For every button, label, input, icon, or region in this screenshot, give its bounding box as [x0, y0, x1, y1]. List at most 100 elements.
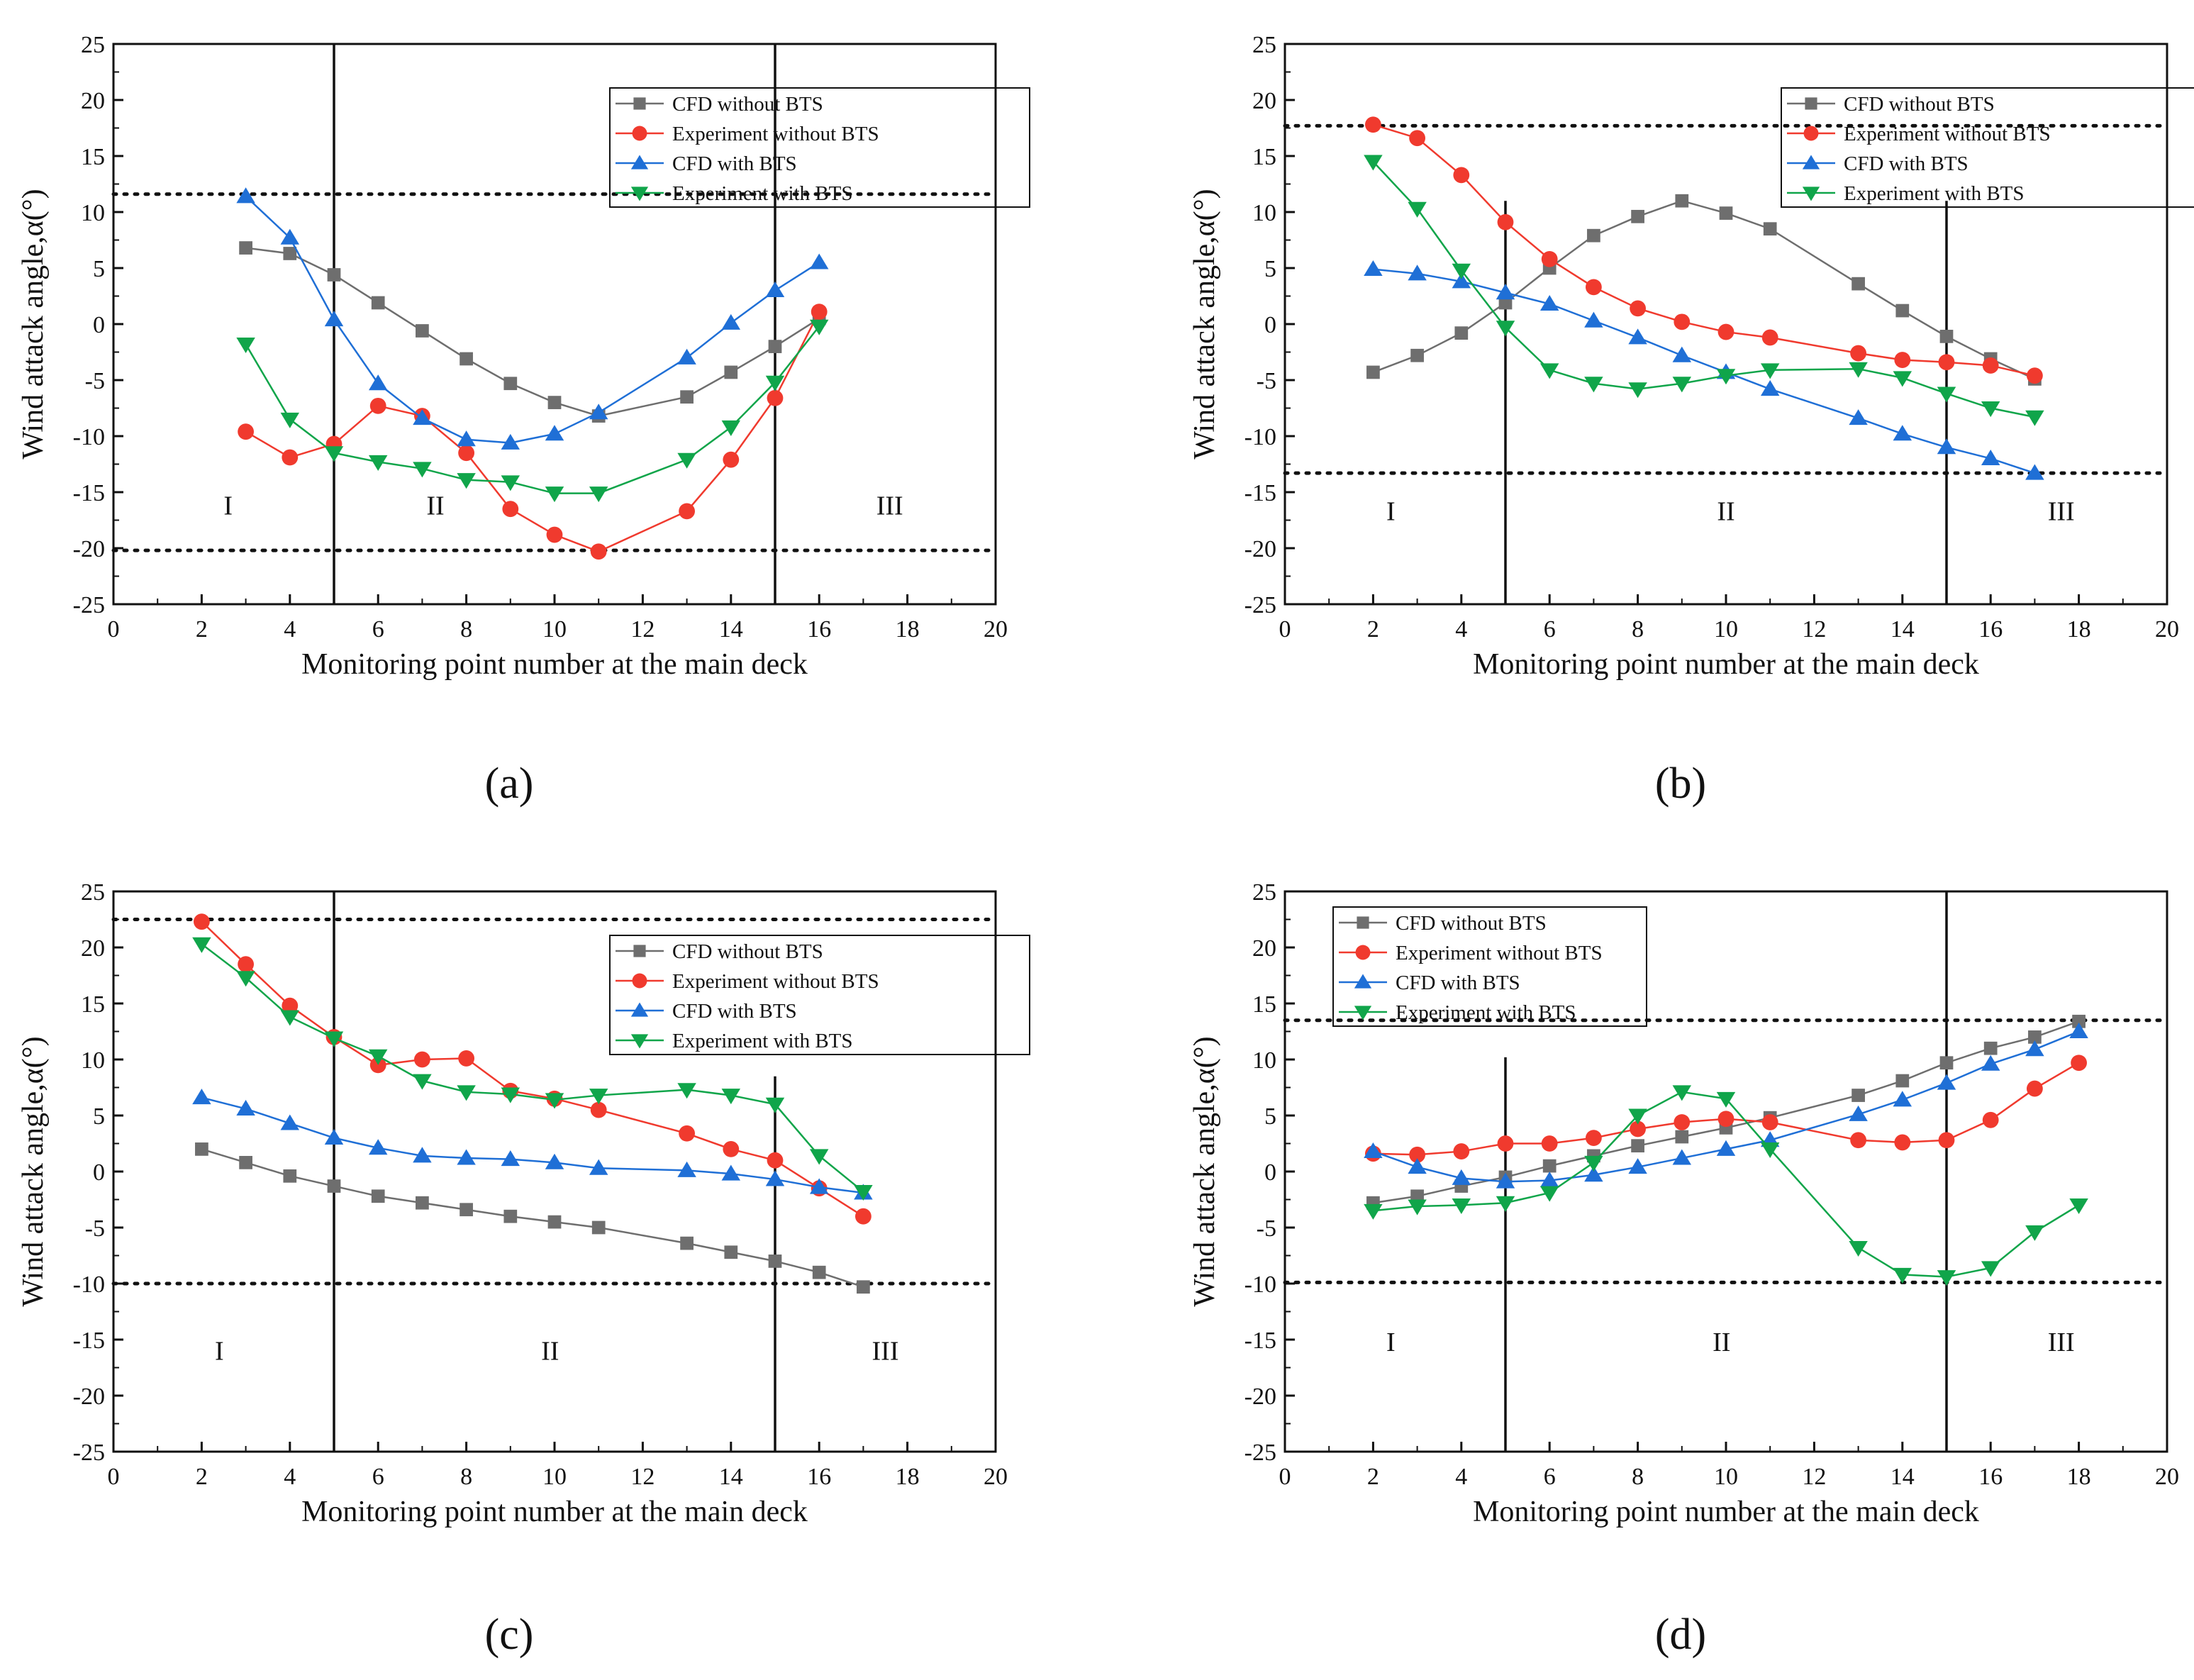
legend-label: CFD without BTS	[672, 940, 823, 963]
data-point	[1452, 1198, 1471, 1214]
data-point	[1851, 277, 1865, 291]
data-point	[809, 319, 829, 335]
data-point	[1496, 321, 1515, 337]
data-point	[855, 1208, 872, 1225]
legend-label: Experiment with BTS	[1396, 1001, 1576, 1024]
series-cfd-with	[236, 187, 829, 450]
y-tick-label: 5	[1264, 256, 1276, 282]
data-point	[1850, 345, 1867, 362]
data-point	[1674, 1114, 1691, 1130]
data-point	[457, 430, 476, 447]
data-point	[1586, 279, 1602, 296]
data-point	[677, 452, 696, 469]
data-point	[1453, 1143, 1470, 1159]
data-point	[723, 1141, 740, 1157]
series-exp-without	[1365, 116, 2043, 384]
x-tick-label: 20	[984, 616, 1008, 642]
y-tick-label: 25	[1252, 32, 1276, 58]
x-tick-label: 2	[196, 616, 208, 642]
data-point	[1539, 294, 1559, 311]
data-point	[1982, 357, 1999, 374]
data-point	[282, 449, 299, 466]
y-tick-label: 25	[81, 32, 105, 58]
data-point	[1760, 363, 1780, 379]
data-point	[1454, 326, 1469, 340]
data-point	[457, 1149, 476, 1165]
data-point	[280, 1114, 300, 1130]
data-point	[1453, 167, 1470, 184]
data-point	[324, 1129, 344, 1145]
legend: CFD without BTS Experiment without BTS CFD…	[1781, 87, 2194, 208]
data-point	[765, 282, 785, 298]
x-tick-label: 6	[372, 1464, 384, 1490]
data-point	[1937, 1270, 1956, 1286]
panel-label: (d)	[1655, 1611, 1706, 1659]
data-point	[1584, 1155, 1603, 1172]
data-point	[589, 1089, 608, 1105]
data-point	[767, 1152, 784, 1169]
data-point	[327, 268, 341, 282]
legend-box	[1332, 906, 1647, 1027]
data-point	[236, 337, 255, 354]
region-label: II	[1713, 1328, 1730, 1357]
data-point	[2069, 1022, 2088, 1038]
data-point	[1364, 155, 1383, 171]
legend-label: CFD with BTS	[1844, 152, 1969, 175]
legend-marker	[1357, 916, 1369, 929]
data-point	[1761, 329, 1778, 346]
data-point	[1716, 1140, 1736, 1156]
y-tick-label: 15	[1252, 144, 1276, 170]
x-tick-label: 6	[372, 616, 384, 642]
data-point	[1981, 450, 2000, 466]
data-point	[1587, 228, 1600, 243]
series-exp-without	[238, 304, 828, 560]
series-line	[1372, 199, 2035, 380]
data-point	[1760, 380, 1780, 396]
y-tick-label: 10	[1252, 200, 1276, 226]
series-cfd-with	[192, 1089, 873, 1200]
data-point	[1675, 1130, 1689, 1144]
data-point	[368, 1139, 388, 1155]
data-point	[1937, 1074, 1956, 1090]
series-exp-with	[1364, 1085, 2088, 1286]
data-point	[324, 446, 344, 462]
data-point	[1895, 1074, 1910, 1088]
y-tick-label: 15	[81, 991, 105, 1018]
x-tick-label: 10	[1714, 616, 1738, 642]
data-point	[1716, 369, 1736, 385]
legend-marker	[1805, 97, 1817, 110]
series-exp-with	[236, 319, 829, 503]
x-tick-label: 8	[460, 1464, 472, 1490]
legend-marker	[1802, 187, 1820, 201]
y-axis-title: Wind attack angle,α(°)	[1188, 1036, 1221, 1306]
panel-b: 0 2 4 6 8 10 12 14 16 18 20 -25 -20 -15 -10 -5 0 5 10 15 20 2…	[1188, 32, 2194, 808]
legend-box	[1781, 87, 2194, 208]
data-point	[194, 913, 210, 930]
data-point	[854, 1184, 873, 1201]
data-point	[809, 1149, 829, 1165]
data-point	[502, 501, 519, 518]
series-line	[245, 326, 820, 494]
legend-marker	[630, 1002, 649, 1017]
data-point	[809, 253, 829, 269]
x-tick-label: 16	[1978, 1464, 2003, 1490]
data-point	[457, 1085, 476, 1101]
data-point	[1849, 409, 1868, 425]
data-point	[414, 1051, 430, 1068]
data-point	[1672, 377, 1692, 393]
panel-label: (b)	[1655, 760, 1706, 808]
data-point	[280, 1010, 300, 1026]
data-point	[589, 486, 608, 503]
data-point	[1672, 1149, 1692, 1165]
data-point	[1716, 1091, 1736, 1108]
region-label: II	[1717, 497, 1734, 527]
y-tick-label: 10	[1252, 1047, 1276, 1074]
data-point	[1452, 263, 1471, 279]
data-point	[1939, 1056, 1954, 1070]
data-point	[765, 375, 785, 391]
data-point	[1409, 130, 1425, 147]
data-point	[1452, 1169, 1471, 1185]
data-point	[723, 451, 740, 468]
y-axis-title: Wind attack angle,α(°)	[17, 189, 50, 459]
